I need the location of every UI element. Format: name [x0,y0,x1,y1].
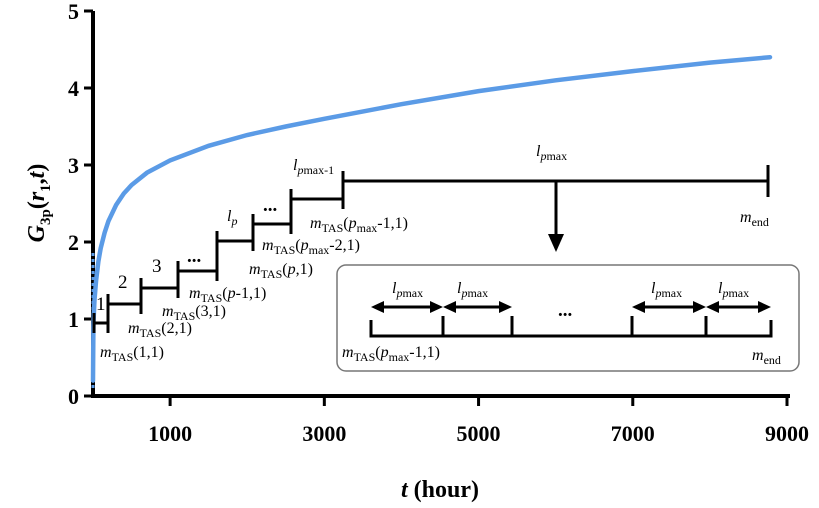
inset-baseline [369,320,773,338]
inset-arrowhead-3r [693,301,706,313]
inset-m-end: mend [752,347,781,367]
x-axis-title: t (hour) [401,477,479,503]
inset-label-2: lpmax [457,280,488,300]
y-tick-label: 1 [68,307,79,332]
m-tas-2-1: mTAS(2,1) [128,320,192,340]
inset-arrowhead-2l [443,301,456,313]
inset-arrowhead-4r [758,301,771,313]
m-tas-pmax-2: mTAS(pmax-2,1) [262,237,360,257]
x-tick-label: 3000 [302,421,346,446]
y-tick-label: 0 [68,384,79,409]
down-arrow-head [548,234,564,252]
m-end: mend [740,209,769,229]
inset-arrowhead-2r [499,301,512,313]
x-ticks: 1000 3000 5000 7000 9000 [148,396,809,446]
inset-arrowhead-1r [430,301,443,313]
staircase [92,165,770,333]
stage-label-3: 3 [152,256,162,277]
y-tick-label: 2 [68,230,79,255]
m-tas-3-1: mTAS(3,1) [162,303,226,323]
inset-panel: lpmax lpmax lpmax lpmax ... mTAS(pmax-1,… [336,264,800,372]
inset-dots: ... [558,300,572,321]
inset-label-4: lpmax [718,280,749,300]
x-tick-label: 1000 [148,421,192,446]
x-tick-label: 9000 [765,421,809,446]
inset-arrowhead-3l [632,301,645,313]
stage-label-lpmax-1: lpmax-1 [293,157,334,177]
inset-label-3: lpmax [651,280,682,300]
m-tas-p: mTAS(p,1) [249,261,313,281]
y-tick-label: 4 [68,76,79,101]
m-tas-p-minus-1: mTAS(p-1,1) [189,285,266,305]
m-tas-1-1: mTAS(1,1) [100,344,164,364]
inset-frame [336,264,800,372]
stage-label-lpmax: lpmax [536,143,567,163]
m-tas-pmax-1: mTAS(pmax-1,1) [310,215,408,235]
y-tick-label: 3 [68,153,79,178]
series-curve [90,54,773,383]
stage-label-lp: lp [227,208,237,228]
y-ticks: 0 1 2 3 4 5 [68,0,93,409]
stage-label-1: 1 [96,294,106,315]
x-tick-label: 7000 [611,421,655,446]
stage-dots-2: ... [263,195,277,216]
y-tick-label: 5 [68,0,79,24]
inset-arrowhead-4l [706,301,719,313]
inset-m-tas-pmax-1: mTAS(pmax-1,1) [342,344,440,364]
inset-label-1: lpmax [392,280,423,300]
inset-arrowhead-1l [371,301,384,313]
stage-dots-1: ... [187,246,201,267]
x-tick-label: 5000 [457,421,501,446]
stage-label-2: 2 [118,272,128,293]
y-axis-title: G3p(r1,t) [24,164,54,243]
